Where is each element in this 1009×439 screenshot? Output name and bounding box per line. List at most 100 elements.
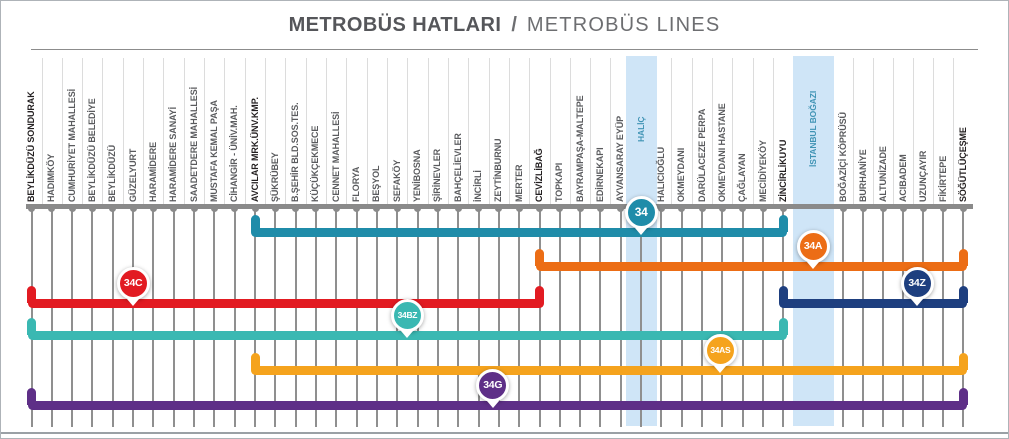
station-line-ci-hangi-r-ni-v-mah [233,206,236,427]
station-line-topkapi [558,206,561,427]
station-dot-harami-dere [149,205,157,212]
station-dot-fi-ki-rtepe [939,205,947,212]
station-line-hadimk-y [50,206,53,427]
column-separator [691,58,693,204]
station-dot-bah-eli-evler [454,205,462,212]
station-line-burhani-ye [862,206,864,427]
route-badge-label-34Z: 34Z [908,277,926,289]
route-badge-label-34G: 34G [483,379,503,391]
route-endcap-34C [27,286,36,303]
station-label-harami-dere: HARAMİDERE [147,141,158,202]
station-dot-acibadem [899,205,907,212]
column-separator [305,58,307,204]
station-label-topkapi: TOPKAPI [554,162,565,202]
station-dot-topkapi [556,205,564,212]
route-endcap-34 [250,215,260,232]
station-dot-beyli-kd-z [109,205,117,212]
station-line-bo-azi-i-k-pr-s [842,206,844,427]
route-endcap-34G [27,388,36,405]
station-label-ci-hangi-r-ni-v-mah: CİHANGİR - ÜNİV.MAH. [229,105,240,202]
column-separator [933,58,934,204]
station-label-beyli-kd-z-beledi-ye: BEYLİKDÜZÜ BELEDİYE [86,98,97,202]
column-separator [508,58,510,204]
station-dot-bo-azi-i-k-pr-s [839,205,847,212]
station-label-avcilar-mrk-nv-kmp: AVCILAR MRK.ÜNV.KMP. [249,97,260,202]
column-separator [265,58,267,204]
column-separator [41,58,43,204]
column-separator [468,58,470,204]
column-separator [773,58,775,204]
station-dot-i-nci-rli [475,205,483,212]
station-dot-beyli-kd-z-sondurak [28,205,35,212]
station-dot-avcilar-mrk-nv-kmp [251,205,259,212]
route-badge-34AS: 34AS [703,333,737,367]
station-dot-harami-dere-sanayi [170,205,178,212]
station-label-halicio-lu: HALICIOĞLU [655,147,666,202]
station-label-yeni-bosna: YENİBOSNA [412,149,423,202]
station-dot-i-ri-nevler [434,205,442,212]
column-separator [913,58,914,204]
route-endcap-34C [535,286,544,303]
station-dot-b-ehi-r-bld-sos-tes [292,205,300,212]
column-separator [427,58,429,204]
station-line-edi-rnekapi [599,206,602,427]
route-badge-label-34C: 34C [123,277,143,289]
station-label-i-nci-rli: İNCİRLİ [473,170,484,202]
station-dot-meci-di-yek-y [759,205,767,212]
station-dot-zeyti-nburnu [495,205,503,212]
station-line-b-ehi-r-bld-sos-tes [294,206,297,427]
column-separator [386,58,388,204]
route-badge-label-34: 34 [634,205,648,219]
column-separator [671,58,673,204]
route-line-34 [251,227,788,237]
station-line-meci-di-yek-y [762,206,765,427]
route-endcap-34BZ [778,318,788,335]
title-divider [31,49,978,50]
station-dot-burhani-ye [859,205,867,212]
station-label-i-ri-nevler: ŞİRİNEVLER [432,148,443,202]
column-separator [853,58,854,204]
station-line-beyli-kd-z-sondurak [30,206,33,427]
route-endcap-34AS [958,353,968,370]
column-separator [285,58,287,204]
station-line-beyli-kd-z-beledi-ye [91,206,94,427]
station-label-bo-azi-i-k-pr-s: BOĞAZİÇİ KÖPRÜSÜ [837,112,848,202]
title-separator: / [511,14,517,36]
station-line-cevi-zli-ba [538,206,541,427]
station-dot-mustafa-kemal-pa-a [210,205,218,212]
station-line-merter [518,206,521,427]
station-dot-s-tl-e-me [959,205,967,212]
route-endcap-34 [778,215,788,232]
station-dot-sefak-y [393,205,401,212]
station-line-bayrampa-a-maltepe [579,206,582,427]
column-separator [610,58,612,204]
station-dot-okmeydani-hastane [718,205,726,212]
column-separator [447,58,449,204]
station-label-i-stanbul-bo-azi: İSTANBUL BOĞAZI [807,90,818,168]
column-separator [549,58,551,204]
station-label-b-ehi-r-bld-sos-tes: B.ŞEHİR BLD.SOS.TES. [290,102,301,202]
route-badge-34A: 34A [796,229,830,263]
column-separator [143,58,145,204]
station-label-ayvansaray-ey-p: AYVANSARAY EYÜP [615,115,626,202]
route-badge-34C: 34C [116,266,150,300]
route-badge-34G: 34G [476,368,510,402]
route-endcap-34A [958,249,968,266]
bottom-frame-line [1,432,1008,434]
route-badge-34: 34 [624,195,658,229]
column-separator [366,58,368,204]
station-label-beyli-kd-z-sondurak: BEYLİKDÜZÜ SONDURAK [26,91,36,202]
route-endcap-34A [535,249,544,266]
column-separator [224,58,226,204]
station-dot-beyli-kd-z-beledi-ye [88,205,96,212]
station-dot-dar-laceze-perpa [698,205,706,212]
station-line-k-k-ekmece [314,206,317,427]
route-endcap-34AS [250,353,260,370]
station-line-g-zelyurt [132,206,135,427]
column-separator [712,58,714,204]
station-label-s-tl-e-me: SÖĞÜTLÜÇEŞME [957,127,968,202]
station-line-florya [355,206,358,427]
column-separator [407,58,409,204]
station-dot-saadetdere-mahallesi [190,205,198,212]
station-line-harami-dere-sanayi [172,206,175,427]
